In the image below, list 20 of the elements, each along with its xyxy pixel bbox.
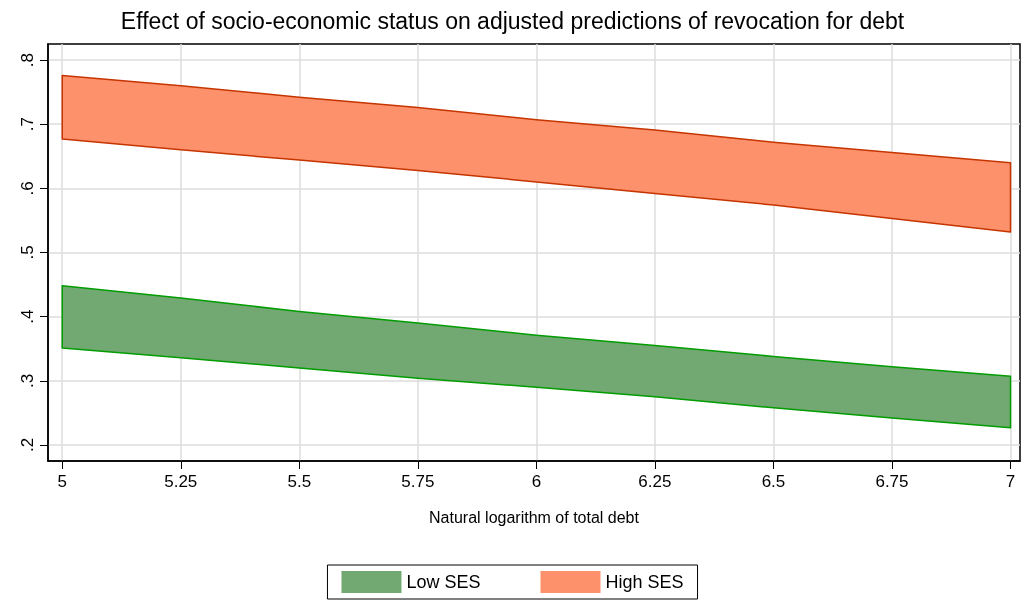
legend-label: High SES [605, 572, 684, 592]
y-tick-label: .5 [18, 245, 37, 260]
x-tick-label: 5.25 [164, 472, 198, 491]
y-tick-label: .8 [18, 52, 37, 68]
x-tick-label: 5 [57, 472, 67, 491]
x-tick-label: 6.75 [875, 472, 909, 491]
legend-label: Low SES [406, 572, 481, 592]
x-tick-label: 6.5 [761, 472, 786, 491]
chart-title: Effect of socio-economic status on adjusted predictions of revocation for debt [120, 7, 905, 34]
y-tick-label: .2 [18, 437, 37, 453]
x-tick-label: 6.25 [638, 472, 672, 491]
y-tick-label: .7 [18, 117, 37, 132]
y-tick-label: .6 [18, 181, 37, 196]
x-axis-title: Natural logarithm of total debt [429, 508, 640, 526]
y-tick-label: .3 [18, 373, 37, 388]
y-tick-label: .4 [18, 309, 37, 324]
x-tick-label: 5.5 [287, 472, 312, 491]
x-tick-label: 7 [1005, 472, 1016, 491]
x-tick-label: 6 [531, 472, 542, 491]
x-tick-label: 5.75 [401, 472, 435, 491]
